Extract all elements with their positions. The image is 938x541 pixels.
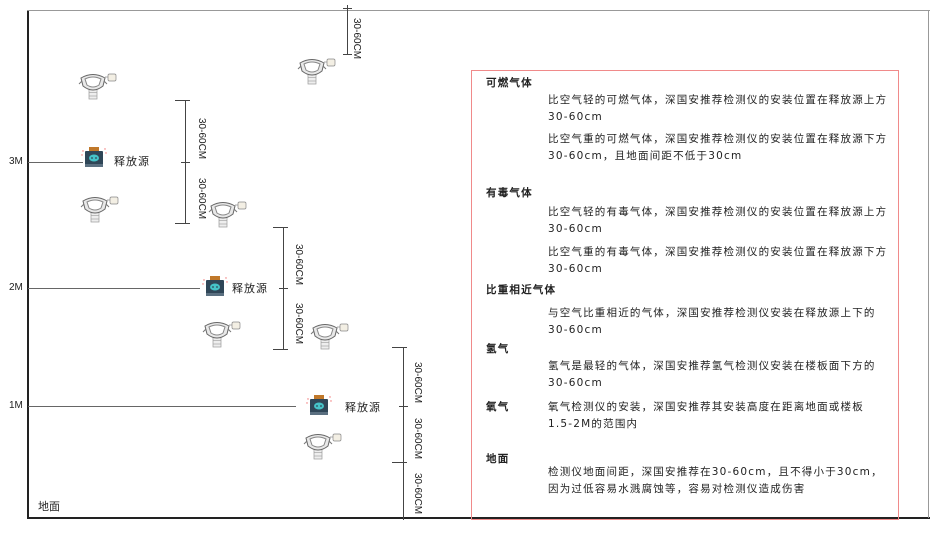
- gas-detector-icon: [309, 322, 351, 350]
- ground-title: 地面: [486, 453, 510, 465]
- right-wall: [928, 10, 929, 518]
- dimension-tick: [392, 462, 407, 463]
- dimension-label: 30-60CM: [412, 473, 423, 515]
- dimension-tick: [181, 162, 190, 163]
- combustible-title: 可燃气体: [486, 77, 533, 89]
- hydrogen-text: 氢气是最轻的气体，深国安推荐氢气检测仪安装在楼板面下方的30-60cm: [548, 360, 876, 389]
- dimension-tick: [343, 8, 352, 9]
- hydrogen-title: 氢气: [486, 343, 510, 355]
- dimension-line: [403, 347, 404, 520]
- dimension-tick: [279, 288, 288, 289]
- dimension-tick: [175, 100, 190, 101]
- floor-line: [27, 517, 930, 519]
- dimension-tick: [175, 223, 190, 224]
- toxic-heavier-text: 比空气重的有毒气体，深国安推荐检测仪的安装位置在释放源下方30-60cm: [548, 246, 888, 275]
- combustible-lighter-text: 比空气轻的可燃气体，深国安推荐检测仪的安装位置在释放源上方30-60cm: [548, 94, 888, 123]
- release-source-label: 释放源: [345, 401, 381, 414]
- similar-density-title: 比重相近气体: [486, 284, 557, 296]
- level-1m-line: [28, 406, 296, 407]
- level-2m-line: [28, 288, 200, 289]
- dimension-label: 30-60CM: [196, 178, 207, 220]
- dimension-label: 30-60CM: [196, 118, 207, 160]
- level-1m-label: 1M: [9, 400, 23, 411]
- combustible-heavier-text: 比空气重的可燃气体，深国安推荐检测仪的安装位置在释放源下方30-60cm，且地面…: [548, 133, 888, 162]
- level-3m-label: 3M: [9, 156, 23, 167]
- dimension-label: 30-60CM: [293, 244, 304, 286]
- gas-detector-icon: [207, 200, 249, 228]
- release-source-icon: [306, 394, 332, 416]
- dimension-label: 30-60CM: [412, 362, 423, 404]
- release-source-label: 释放源: [232, 282, 268, 295]
- similar-density-text: 与空气比重相近的气体，深国安推荐检测仪安装在释放源上下的30-60cm: [548, 307, 876, 336]
- left-wall: [27, 10, 29, 518]
- installation-notes-panel: 可燃气体 比空气轻的可燃气体，深国安推荐检测仪的安装位置在释放源上方30-60c…: [471, 70, 899, 520]
- release-source-label: 释放源: [114, 155, 150, 168]
- dimension-tick: [392, 347, 407, 348]
- dimension-tick: [273, 349, 288, 350]
- dimension-tick: [399, 406, 408, 407]
- dimension-label: 30-60CM: [412, 418, 423, 460]
- ground-label: 地面: [38, 500, 60, 513]
- gas-detector-icon: [302, 432, 344, 460]
- dimension-tick: [343, 54, 352, 55]
- oxygen-title: 氧气: [486, 401, 510, 413]
- release-source-icon: [81, 146, 107, 168]
- dimension-label: 30-60CM: [351, 18, 362, 60]
- level-3m-line: [28, 162, 83, 163]
- gas-detector-icon: [79, 195, 121, 223]
- ceiling-line: [27, 10, 930, 11]
- gas-detector-icon: [77, 72, 119, 100]
- dimension-line: [347, 5, 348, 55]
- level-2m-label: 2M: [9, 282, 23, 293]
- oxygen-text: 氧气检测仪的安装，深国安推荐其安装高度在距离地面或楼板1.5-2M的范围内: [548, 401, 864, 430]
- release-source-icon: [202, 275, 228, 297]
- toxic-lighter-text: 比空气轻的有毒气体，深国安推荐检测仪的安装位置在释放源上方30-60cm: [548, 206, 888, 235]
- toxic-title: 有毒气体: [486, 187, 533, 199]
- dimension-label: 30-60CM: [293, 303, 304, 345]
- gas-detector-icon: [201, 320, 243, 348]
- gas-detector-icon: [296, 57, 338, 85]
- dimension-tick: [273, 227, 288, 228]
- ground-text: 检测仪地面间距，深国安推荐在30-60cm，且不得小于30cm，因为过低容易水溅…: [548, 466, 883, 495]
